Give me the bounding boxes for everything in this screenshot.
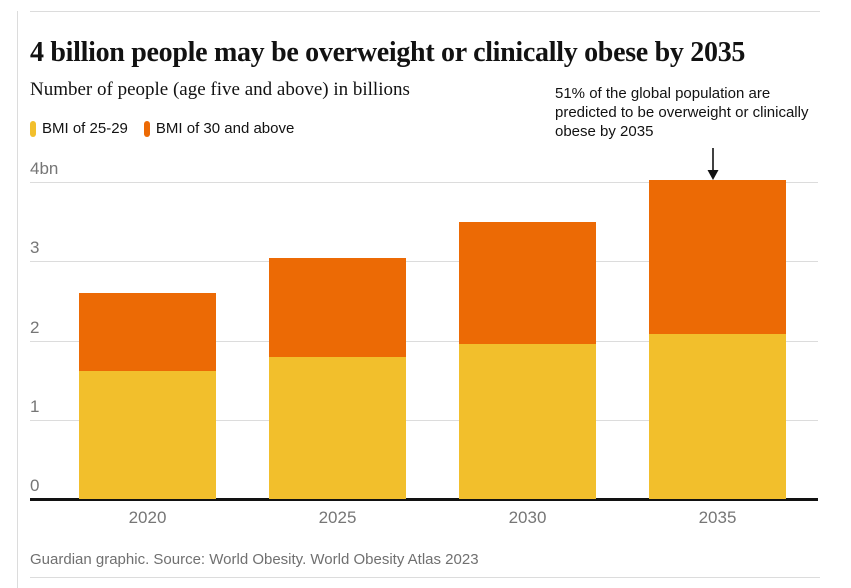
bar-segment-2035-BMI of 30 and above [649,180,786,335]
bar-segment-2025-BMI of 30 and above [269,258,406,358]
legend-label-obese: BMI of 30 and above [155,120,295,137]
legend-label-overweight: BMI of 25-29 [42,120,128,137]
bar-segment-2020-BMI of 30 and above [79,292,216,372]
source-credit: Guardian graphic. Source: World Obesity.… [30,551,479,568]
bar-segment-2030-BMI of 25-29 [459,344,596,499]
legend-swatch-yellow [30,120,36,137]
y-tick-label: 4bn [30,159,59,178]
y-tick-label: 0 [30,476,40,495]
bar-segment-2020-BMI of 25-29 [79,371,216,499]
bar-segment-2025-BMI of 25-29 [269,357,406,499]
x-tick-label-2020: 2020 [128,508,167,527]
x-tick-label-2025: 2025 [318,508,357,527]
chart-annotation: 51% of the global population are predict… [555,85,809,140]
bar-segment-2035-BMI of 25-29 [649,334,786,499]
down-arrow-icon [707,148,719,180]
x-axis-baseline [30,498,818,501]
bottom-divider [30,577,820,578]
legend-item-obese: BMI of 30 and above [143,120,295,137]
page-title: 4 billion people may be overweight or cl… [30,36,746,68]
y-tick-label: 1 [30,396,40,416]
legend: BMI of 25-29 BMI of 30 and above [30,120,294,137]
gridline-4bn [30,182,818,183]
chart-subtitle: Number of people (age five and above) in… [30,79,410,100]
y-tick-label: 2 [30,317,40,337]
gridline-1 [30,419,818,421]
gridline-3 [30,261,818,263]
bar-segment-2030-BMI of 30 and above [459,221,596,345]
x-tick-label-2030: 2030 [508,508,547,527]
top-divider [30,11,820,12]
x-tick-label-2035: 2035 [698,508,737,527]
legend-item-overweight: BMI of 25-29 [30,120,128,137]
y-tick-label: 3 [30,238,40,258]
legend-swatch-orange [143,120,150,137]
gridline-2 [30,340,818,342]
left-column-rule [17,11,18,588]
